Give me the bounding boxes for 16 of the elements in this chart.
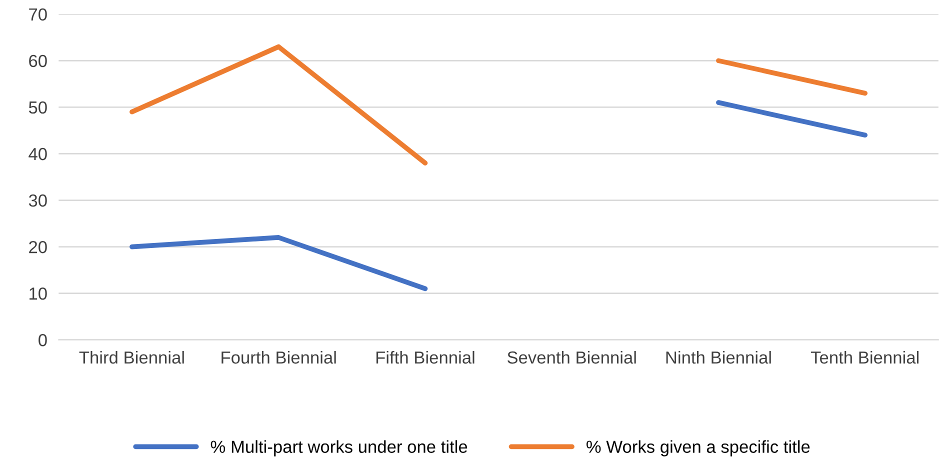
- y-tick-label: 70: [29, 8, 47, 21]
- x-tick-label: Third Biennial: [79, 350, 184, 364]
- legend-label: % Multi-part works under one title: [210, 440, 468, 456]
- x-tick-label: Ninth Biennial: [666, 350, 771, 364]
- x-tick-label: Fourth Biennial: [222, 350, 336, 364]
- x-tick-label: Tenth Biennial: [810, 350, 918, 364]
- y-tick-label: 0: [38, 334, 47, 346]
- y-tick-label: 30: [28, 194, 47, 207]
- x-tick-label: Fifth Biennial: [376, 350, 474, 364]
- x-tick-label: Seventh Biennial: [508, 350, 636, 364]
- legend-label: % Works given a specific title: [586, 440, 810, 456]
- y-tick-label: 10: [30, 287, 47, 300]
- y-tick-label: 60: [29, 54, 47, 68]
- y-tick-label: 50: [28, 101, 47, 114]
- y-tick-label: 40: [28, 148, 47, 160]
- y-tick-label: 20: [29, 240, 47, 254]
